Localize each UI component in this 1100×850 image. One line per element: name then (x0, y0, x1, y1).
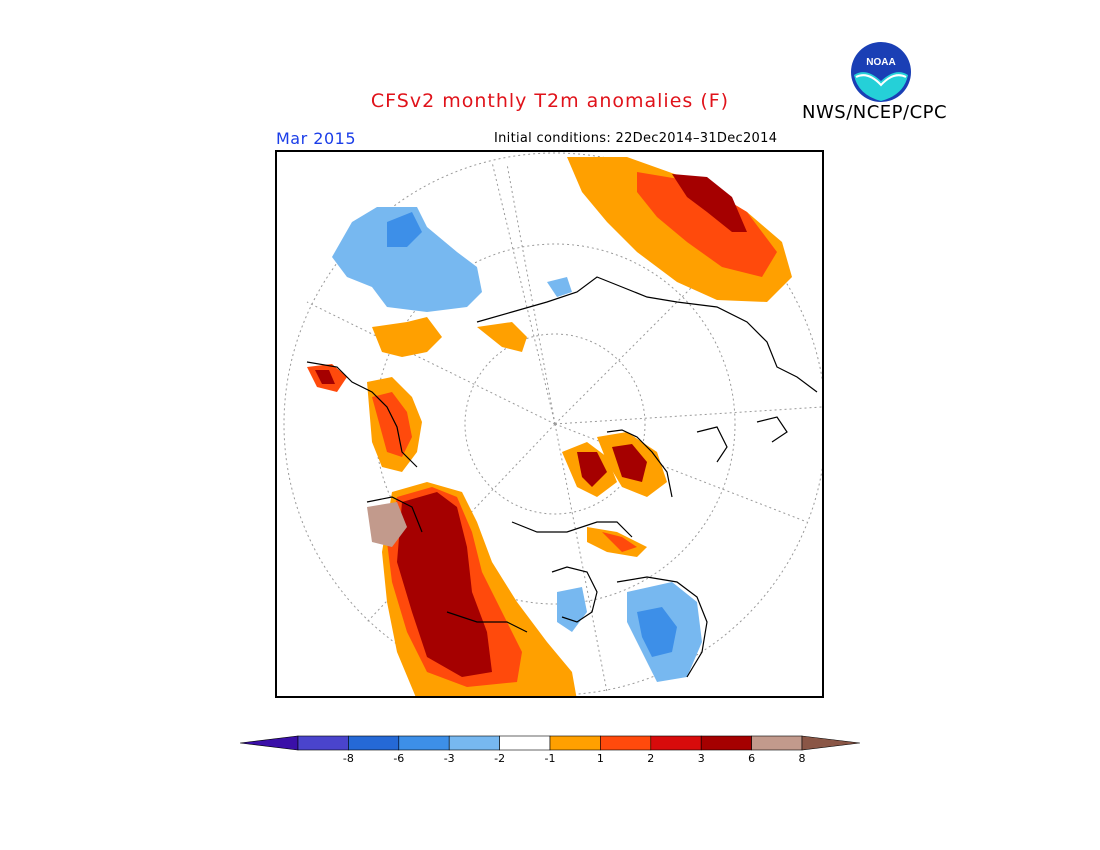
colorbar-bin (751, 735, 803, 751)
anomaly-canadian-arctic-warm (562, 432, 667, 557)
noaa-logo: NOAA (851, 42, 911, 102)
colorbar-tick-label: -2 (494, 752, 506, 765)
colorbar-tick-label: 8 (798, 752, 806, 765)
polar-map (283, 152, 822, 696)
anomaly-north-atlantic-cool (332, 207, 482, 312)
colorbar-bin (700, 735, 752, 751)
colorbar-tick-label: 1 (596, 752, 604, 765)
colorbar (240, 735, 860, 751)
colorbar-bin (297, 735, 349, 751)
colorbar-arrow-high (801, 735, 860, 751)
colorbar-arrow-low (240, 735, 299, 751)
colorbar-tick-label: -6 (393, 752, 405, 765)
anomaly-greenland-cool (547, 277, 702, 682)
noaa-logo-text: NOAA (866, 57, 895, 68)
colorbar-tick-label: -3 (443, 752, 455, 765)
initial-conditions: Initial conditions: 22Dec2014–31Dec2014 (494, 131, 778, 146)
agency-label: NWS/NCEP/CPC (802, 102, 948, 123)
colorbar-bin (398, 735, 450, 751)
colorbar-bin (448, 735, 500, 751)
colorbar-bin (499, 735, 551, 751)
colorbar-bin (549, 735, 601, 751)
colorbar-tick-label: 2 (647, 752, 655, 765)
colorbar-bin (348, 735, 400, 751)
colorbar-tick-label: 6 (748, 752, 756, 765)
colorbar-tick-label: 3 (697, 752, 705, 765)
anomaly-eastern-north-america-warm (367, 482, 577, 696)
colorbar-bin (650, 735, 702, 751)
chart-title: CFSv2 monthly T2m anomalies (F) (370, 90, 730, 112)
map-panel (275, 150, 824, 698)
colorbar-tick-label: -8 (342, 752, 354, 765)
anomaly-northeast-asia-warm (567, 157, 792, 302)
forecast-month: Mar 2015 (276, 129, 356, 148)
coastlines (306, 276, 818, 678)
colorbar-bin (600, 735, 652, 751)
colorbar-tick-label: -1 (544, 752, 556, 765)
